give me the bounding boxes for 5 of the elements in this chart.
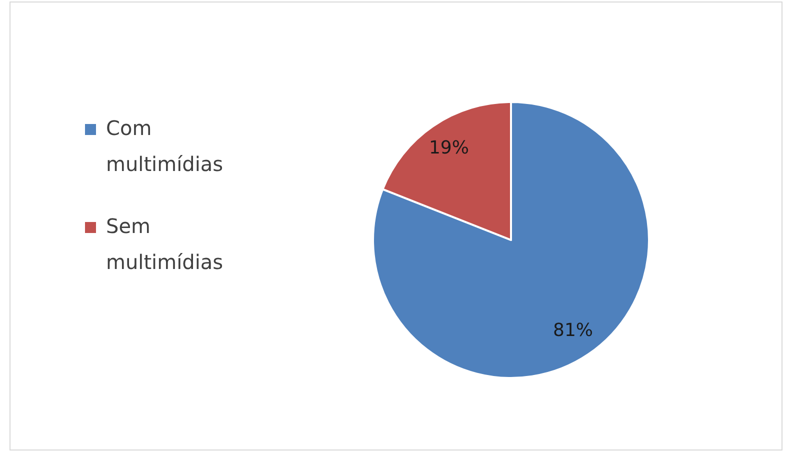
legend-label: Sem multimídias [106, 214, 224, 274]
pie-slice [372, 101, 650, 379]
data-label: 81% [553, 320, 594, 342]
legend-label: Com multimídias [106, 116, 224, 176]
data-label: 19% [428, 138, 469, 159]
